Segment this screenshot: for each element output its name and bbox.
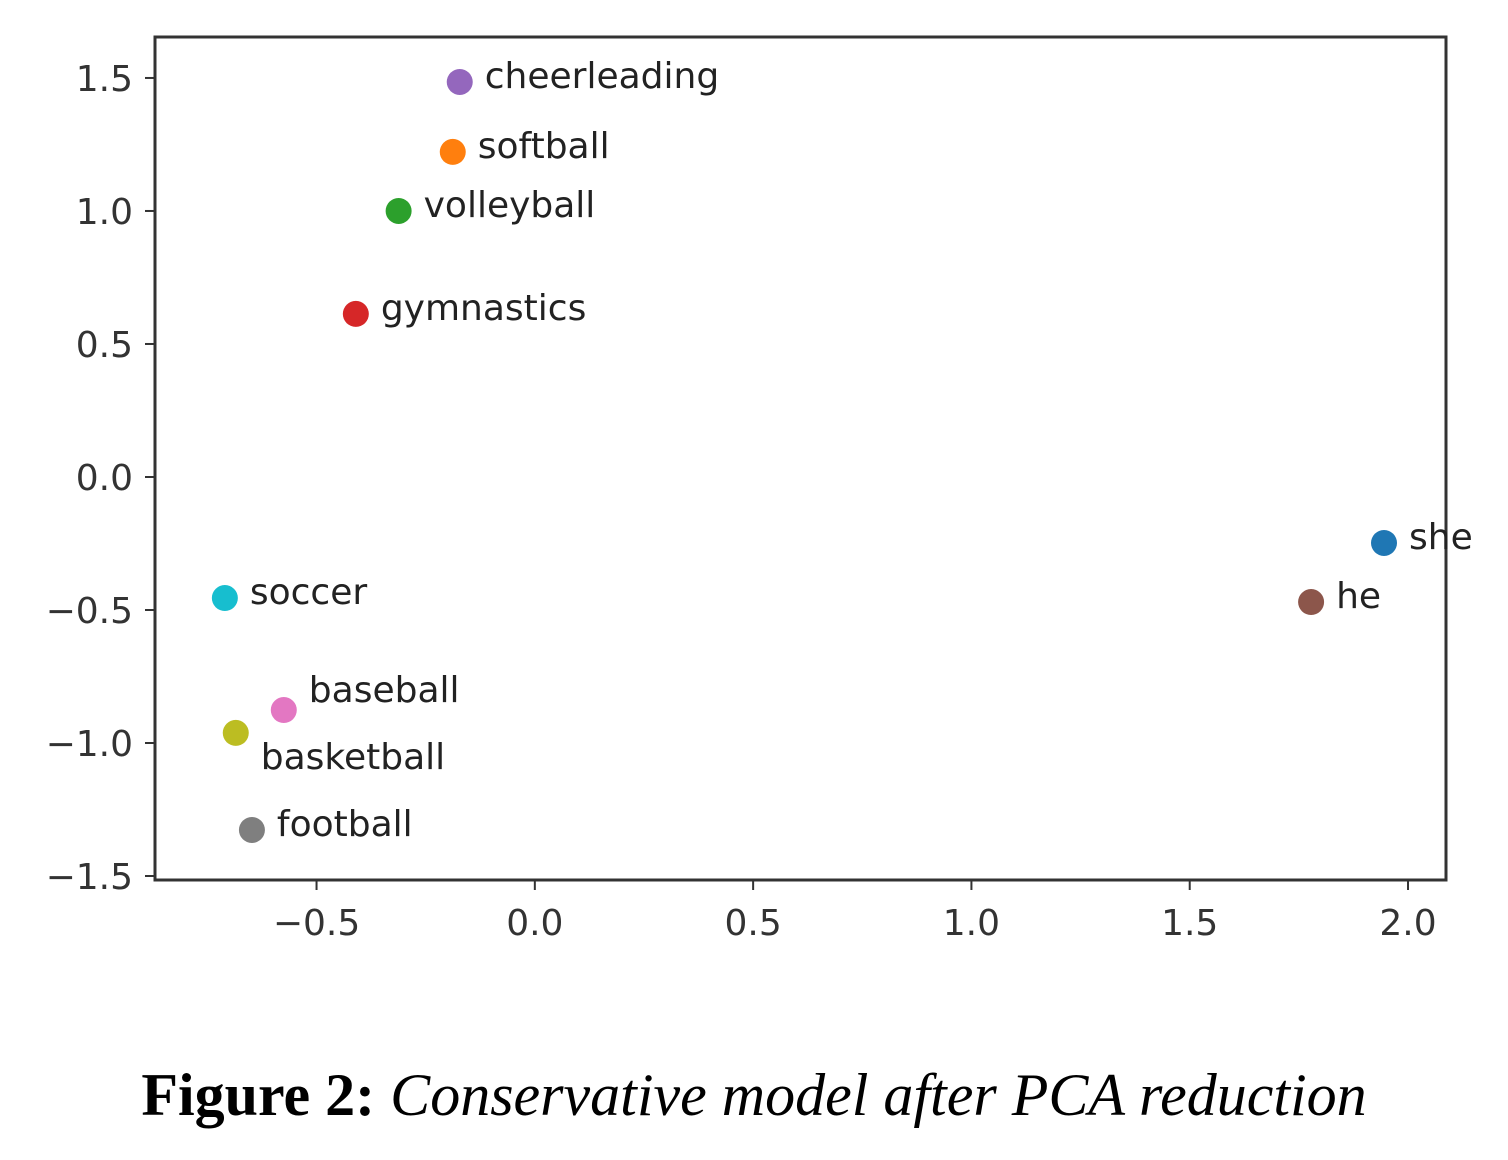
point-cheerleading <box>446 68 473 95</box>
point-label-cheerleading: cheerleading <box>485 56 719 97</box>
x-tick-label: 2.0 <box>1379 903 1436 944</box>
figure-caption: Figure 2: Conservative model after PCA r… <box>40 1062 1468 1128</box>
point-label-gymnastics: gymnastics <box>381 288 587 329</box>
point-volleyball <box>385 197 412 224</box>
point-label-he: he <box>1336 576 1381 617</box>
point-basketball <box>222 719 249 746</box>
x-tick-label: −0.5 <box>273 903 360 944</box>
point-gymnastics <box>342 300 369 327</box>
point-soccer <box>211 585 238 612</box>
y-tick-label: −1.5 <box>46 857 133 898</box>
y-tick-label: 0.0 <box>76 458 133 499</box>
point-softball <box>439 138 466 165</box>
point-label-volleyball: volleyball <box>424 185 596 226</box>
y-tick-label: 1.0 <box>76 192 133 233</box>
point-label-softball: softball <box>478 126 610 167</box>
point-football <box>238 816 265 843</box>
x-tick-label: 0.0 <box>506 903 563 944</box>
x-tick-label: 1.5 <box>1161 903 1218 944</box>
point-he <box>1298 589 1325 616</box>
point-she <box>1371 529 1398 556</box>
plot-frame <box>153 35 1448 882</box>
caption-text: Conservative model after PCA reduction <box>390 1062 1367 1128</box>
point-label-basketball: basketball <box>261 737 445 778</box>
point-label-football: football <box>277 804 413 845</box>
x-tick-label: 0.5 <box>724 903 781 944</box>
y-tick-label: −0.5 <box>46 591 133 632</box>
x-tick-label: 1.0 <box>943 903 1000 944</box>
scatter-chart: −0.5 0.0 0.5 1.0 1.5 2.0 1.5 1.0 0.5 0.0 −0.5 −1.0 −… <box>46 35 1473 944</box>
caption-prefix: Figure 2: <box>141 1062 376 1128</box>
point-label-she: she <box>1409 517 1473 558</box>
point-label-soccer: soccer <box>250 572 368 613</box>
point-label-baseball: baseball <box>309 670 460 711</box>
y-tick-label: 0.5 <box>76 325 133 366</box>
point-baseball <box>270 697 297 724</box>
y-tick-label: 1.5 <box>76 59 133 100</box>
y-tick-label: −1.0 <box>46 724 133 765</box>
